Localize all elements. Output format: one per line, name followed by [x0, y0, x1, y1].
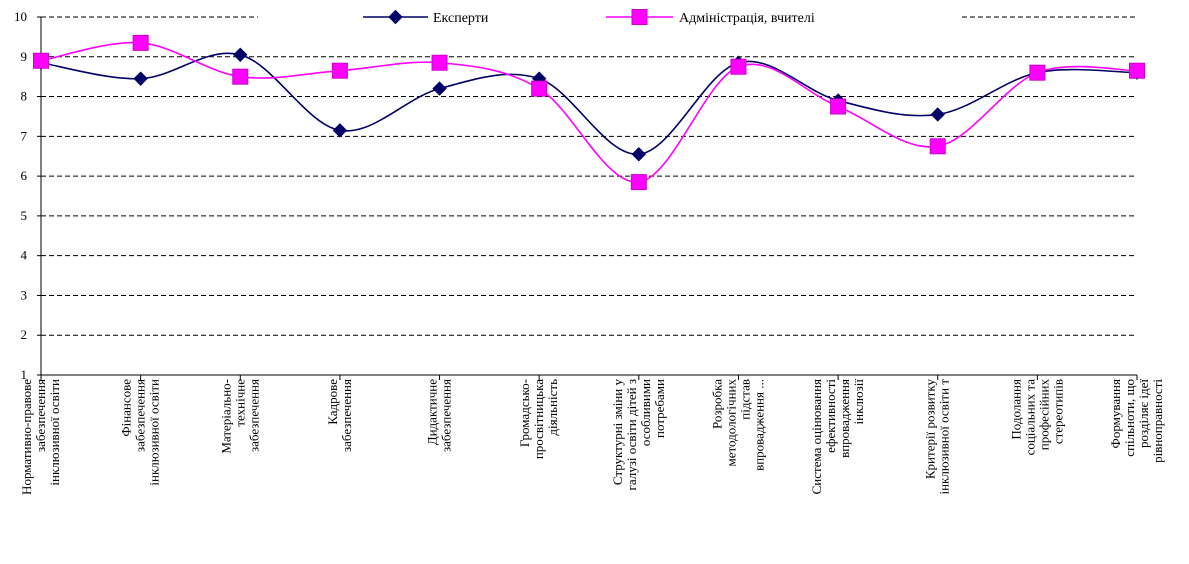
data-point-series-2	[1029, 64, 1046, 81]
data-point-series-1	[432, 81, 447, 96]
legend-label-2: Адміністрація, вчителі	[679, 11, 815, 26]
x-tick-label: Кадровезабезпечення	[325, 379, 354, 452]
data-point-series-2	[1129, 62, 1145, 79]
x-tick-label: Громадсько-просвітницькадіяльність	[517, 379, 560, 459]
legend: Експерти Адміністрація, вчителі	[363, 9, 815, 26]
data-point-series-1	[631, 147, 647, 162]
y-tick-labels: 1 2 3 4 5 6 7 8 9 10	[14, 9, 28, 382]
y-tick-label: 10	[14, 9, 27, 24]
y-tick-label: 6	[21, 168, 28, 183]
data-point-series-2	[730, 58, 747, 75]
data-point-series-2	[929, 138, 946, 155]
series-markers	[33, 34, 1145, 191]
data-point-series-1	[133, 71, 148, 86]
data-point-series-2	[431, 54, 448, 71]
series-line-2	[40, 41, 1138, 183]
y-tick-label: 9	[21, 49, 28, 64]
series-line-1	[40, 52, 1138, 156]
y-tick-label: 7	[21, 128, 28, 143]
data-point-series-2	[331, 62, 348, 79]
legend-marker-2	[631, 9, 648, 25]
y-tick-label: 5	[21, 208, 28, 223]
y-tick-label: 4	[21, 248, 28, 263]
x-tick-label: Матеріально-технічнезабезпечення	[218, 379, 261, 454]
data-point-series-2	[531, 80, 548, 97]
x-tick-label: Розробкаметодологічнихпідставвпровадженн…	[709, 379, 766, 471]
y-tick-label: 3	[21, 287, 28, 302]
x-tick-label: Критерії розвиткуінклюзивної освіти т	[923, 379, 952, 495]
x-tick-label: Подоланнясоціальних тапрофесійнихстереот…	[1008, 379, 1065, 456]
series-lines	[40, 41, 1138, 183]
x-tick-label: Дидактичнезабезпечення	[425, 379, 454, 452]
y-tick-label: 1	[21, 367, 28, 382]
data-point-series-2	[132, 34, 149, 51]
data-point-series-1	[332, 123, 348, 138]
legend-label-1: Експерти	[433, 11, 489, 26]
data-point-series-1	[233, 47, 248, 62]
y-tick-label: 8	[21, 89, 28, 104]
data-point-series-2	[33, 52, 49, 69]
data-point-series-2	[830, 98, 847, 115]
x-tick-label: Фінансовезабезпеченняінклюзивної освіти	[119, 379, 162, 486]
legend-marker-1	[388, 9, 403, 25]
x-tick-labels: Нормативно-правовезабезпеченняінклюзивно…	[19, 379, 1165, 495]
x-tick-label: Система оцінюванняефективностівпроваджен…	[809, 379, 866, 495]
data-point-series-1	[930, 107, 945, 122]
y-tick-label: 2	[21, 327, 28, 342]
x-tick-label: Структурні зміни угалузі освіти дітей зо…	[610, 379, 667, 491]
axes	[37, 16, 1138, 380]
data-point-series-2	[630, 174, 647, 191]
x-tick-label: Формуванняспільноти, щорозділяє ідеїрівн…	[1108, 379, 1165, 463]
grid-lines	[41, 16, 1137, 336]
data-point-series-2	[232, 68, 249, 85]
x-tick-label: Нормативно-правовезабезпеченняінклюзивно…	[19, 379, 62, 495]
